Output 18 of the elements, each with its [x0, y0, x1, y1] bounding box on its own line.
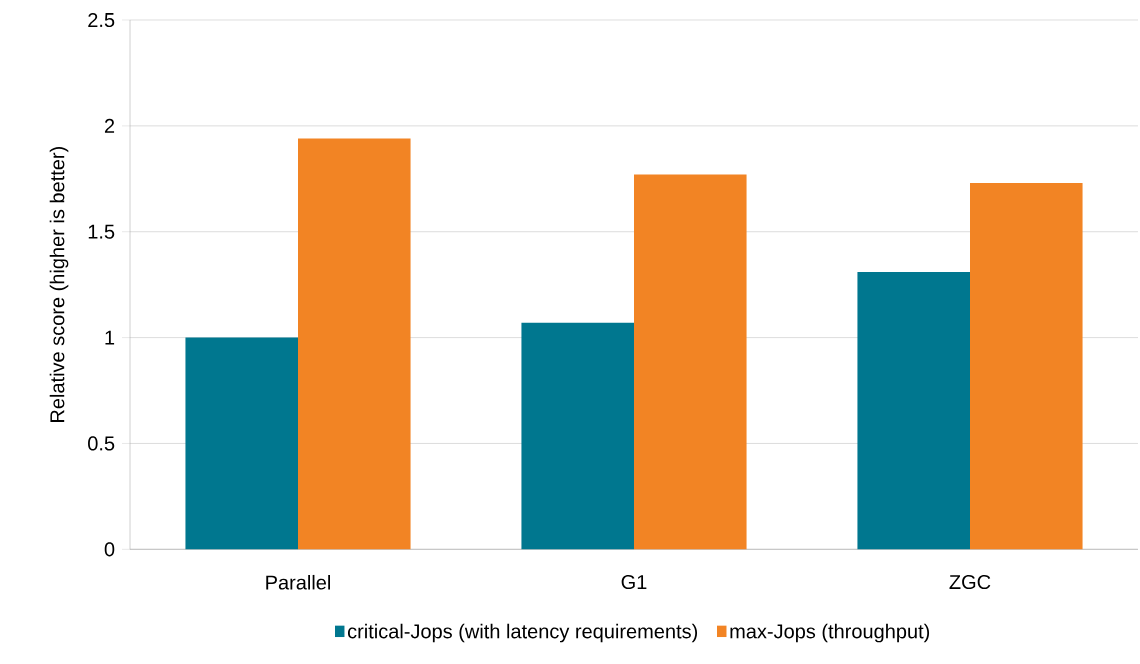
y-tick-label: 2 [104, 118, 115, 133]
y-axis-title: Relative score (higher is better) [49, 147, 69, 422]
y-tick-label: 1.5 [88, 224, 115, 239]
legend-label: max-Jops (throughput) [730, 623, 930, 643]
y-tick-label: 0.5 [88, 436, 115, 451]
x-tick-label: Parallel [266, 574, 330, 590]
bar [298, 138, 411, 550]
bar [970, 183, 1083, 550]
y-tick-label: 2.5 [88, 12, 115, 28]
bar [521, 322, 634, 550]
x-tick-label: ZGC [949, 574, 991, 590]
y-tick-label: 0 [104, 542, 115, 557]
bar [857, 271, 970, 550]
y-tick-label: 1 [105, 330, 115, 345]
x-tick-label: G1 [621, 574, 647, 590]
bar [185, 337, 299, 550]
bar [634, 174, 747, 550]
legend-label: critical-Jops (with latency requirements) [347, 623, 698, 643]
